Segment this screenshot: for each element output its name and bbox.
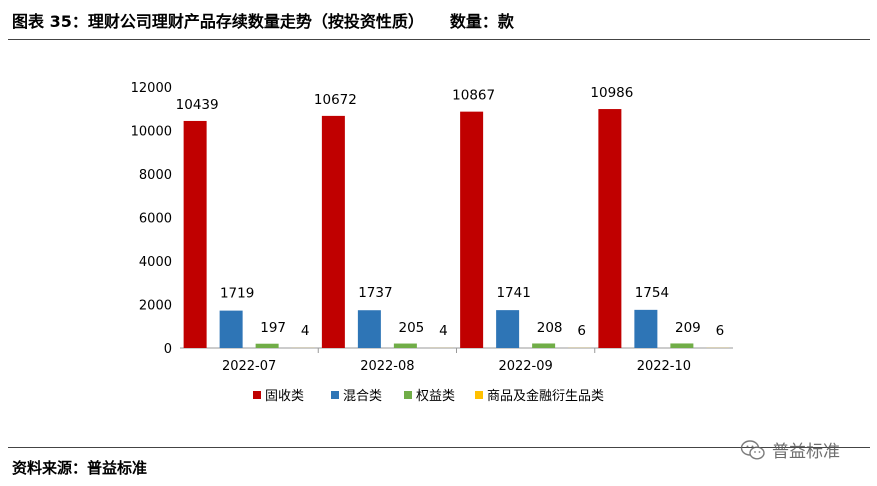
bar <box>496 310 520 348</box>
data-label: 208 <box>537 320 563 336</box>
watermark: 普益标准 <box>740 437 840 462</box>
legend-swatch <box>253 391 261 399</box>
source-note: 资料来源：普益标准 <box>12 459 148 477</box>
data-label: 6 <box>577 323 586 339</box>
data-label: 1754 <box>635 285 669 301</box>
legend-label: 权益类 <box>416 388 455 404</box>
legend-label: 固收类 <box>265 389 304 404</box>
data-label: 10672 <box>314 92 357 108</box>
bar <box>460 111 484 348</box>
legend-label: 商品及金融衍生品类 <box>487 388 604 404</box>
bar <box>598 109 622 348</box>
bottom-divider <box>8 447 870 448</box>
y-tick-label: 10000 <box>131 125 172 140</box>
legend-swatch <box>404 391 412 399</box>
bar <box>532 343 556 348</box>
title-text: 图表 35：理财公司理财产品存续数量走势（按投资性质） <box>12 12 424 31</box>
data-label: 10439 <box>176 97 219 113</box>
data-label: 209 <box>675 320 701 336</box>
data-label: 4 <box>439 323 448 339</box>
data-label: 10867 <box>452 88 495 104</box>
legend-swatch <box>475 391 483 399</box>
data-label: 197 <box>260 320 286 336</box>
unit-label: 数量：款 <box>449 12 514 31</box>
chart-title: 图表 35：理财公司理财产品存续数量走势（按投资性质） 数量：款 <box>12 8 514 32</box>
data-label: 4 <box>301 323 310 339</box>
legend-label: 混合类 <box>343 389 382 404</box>
y-tick-label: 4000 <box>139 255 172 270</box>
data-label: 1737 <box>358 285 392 301</box>
data-label: 1719 <box>220 286 254 302</box>
y-tick-label: 6000 <box>139 212 172 227</box>
x-tick-label: 2022-10 <box>637 359 691 374</box>
top-divider <box>8 39 870 40</box>
bar <box>670 343 694 348</box>
watermark-text: 普益标准 <box>772 442 840 462</box>
bar <box>321 115 345 348</box>
y-tick-label: 0 <box>164 342 172 357</box>
data-label: 6 <box>716 323 725 339</box>
bar <box>219 310 243 348</box>
y-tick-label: 2000 <box>139 299 172 314</box>
wechat-icon <box>740 439 765 460</box>
data-label: 205 <box>398 320 424 336</box>
legend-swatch <box>331 391 339 399</box>
x-tick-label: 2022-07 <box>222 359 276 374</box>
bar <box>183 120 207 348</box>
data-label: 10986 <box>590 85 633 101</box>
bar <box>634 309 658 348</box>
bar <box>357 310 381 348</box>
x-tick-label: 2022-09 <box>498 359 552 374</box>
bar <box>255 343 279 348</box>
bar <box>393 343 417 348</box>
x-tick-label: 2022-08 <box>360 359 414 374</box>
y-tick-label: 12000 <box>131 81 172 96</box>
y-tick-label: 8000 <box>139 168 172 183</box>
data-label: 1741 <box>496 285 530 301</box>
